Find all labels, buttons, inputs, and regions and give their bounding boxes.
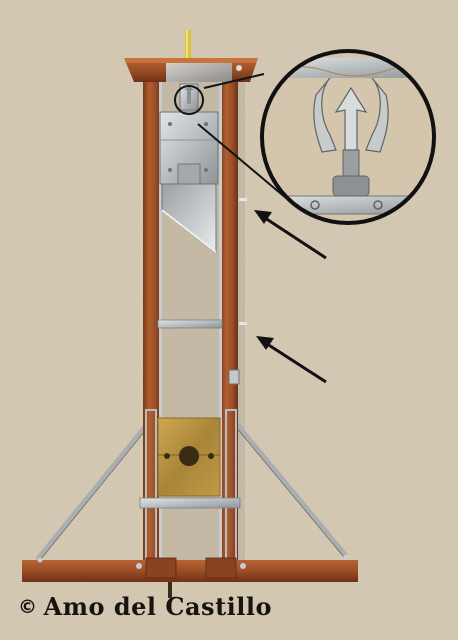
copyright-symbol: © — [18, 596, 38, 618]
credit-text: Amo del Castillo — [43, 592, 273, 621]
right-upright — [220, 80, 238, 562]
magnifier-callout — [260, 49, 436, 225]
crossbar — [157, 319, 223, 329]
support-rods — [36, 423, 348, 560]
mouton-weight — [159, 111, 219, 185]
lunette — [157, 417, 221, 497]
top-crossbeam — [124, 58, 258, 82]
credit-signature: © Amo del Castillo — [18, 592, 272, 621]
base-beam — [22, 554, 358, 582]
latch — [228, 369, 240, 385]
pointer-arrow — [254, 210, 327, 384]
